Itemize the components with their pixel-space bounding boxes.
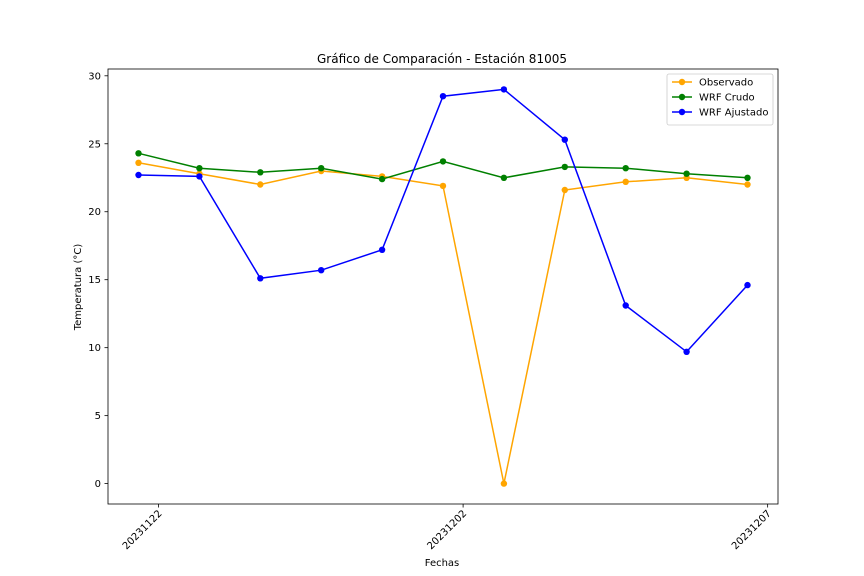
y-axis-label: Temperatura (°C) <box>73 244 84 332</box>
data-point-wrf-ajustado-9 <box>683 348 690 355</box>
series-line-wrf-ajustado <box>138 88 749 353</box>
data-point-wrf-ajustado-7 <box>561 136 568 143</box>
data-point-observado-10 <box>744 181 751 188</box>
data-point-wrf-crudo-4 <box>378 175 386 183</box>
data-point-wrf-ajustado-8 <box>622 302 629 309</box>
legend-marker-swatch <box>678 108 686 116</box>
y-tick-label: 5 <box>95 411 101 422</box>
data-point-wrf-crudo-9 <box>683 170 690 177</box>
series-line-observado <box>138 162 748 484</box>
data-point-observado-8 <box>622 178 629 185</box>
y-tick-label: 15 <box>88 275 101 286</box>
data-point-wrf-crudo-5 <box>439 158 447 165</box>
y-tick-label: 25 <box>88 139 101 150</box>
legend-marker-swatch <box>678 78 686 86</box>
y-axis-ticks: 0 5 10 15 20 25 30 <box>88 71 108 490</box>
legend: Observado WRF Crudo WRF Ajustado <box>666 73 774 126</box>
data-point-observado-2 <box>257 181 264 188</box>
data-point-wrf-ajustado-2 <box>257 275 264 282</box>
legend-item-observado: Observado <box>672 78 753 89</box>
data-point-observado-0 <box>135 159 142 166</box>
legend-item-wrf-ajustado: WRF Ajustado <box>672 108 768 119</box>
data-point-wrf-ajustado-0 <box>135 171 142 179</box>
x-tick-label: 20231207 <box>730 508 774 552</box>
y-tick-label: 30 <box>88 71 101 82</box>
data-point-wrf-crudo-3 <box>318 165 325 172</box>
legend-marker-swatch <box>678 93 686 101</box>
x-axis-ticks: 20231122 20231202 20231207 <box>121 504 774 552</box>
chart-title: Gráfico de Comparación - Estación 81005 <box>317 52 567 66</box>
data-point-observado-6 <box>500 480 508 487</box>
axes-frame <box>107 68 779 505</box>
y-tick-label: 10 <box>88 343 101 354</box>
legend-label: Observado <box>699 78 753 89</box>
data-point-wrf-ajustado-6 <box>500 86 508 93</box>
data-point-wrf-ajustado-5 <box>439 93 447 100</box>
data-point-wrf-ajustado-3 <box>318 267 325 274</box>
data-point-wrf-crudo-6 <box>500 174 508 181</box>
data-point-wrf-ajustado-1 <box>196 173 203 180</box>
y-tick-label: 20 <box>88 207 101 218</box>
series-markers <box>135 86 751 487</box>
x-axis-label: Fechas <box>425 558 460 569</box>
x-tick-label: 20231202 <box>425 508 469 552</box>
data-point-observado-5 <box>439 182 447 190</box>
legend-label: WRF Ajustado <box>699 108 768 119</box>
x-tick-label: 20231122 <box>121 508 165 552</box>
series-line-wrf-crudo <box>138 152 748 180</box>
legend-item-wrf-crudo: WRF Crudo <box>672 93 755 104</box>
data-point-wrf-crudo-1 <box>196 165 203 172</box>
data-point-observado-7 <box>561 186 568 194</box>
series-lines <box>138 88 749 484</box>
y-tick-label: 0 <box>95 479 101 490</box>
data-point-wrf-ajustado-4 <box>378 246 386 253</box>
data-point-wrf-crudo-10 <box>744 174 751 181</box>
data-point-wrf-ajustado-10 <box>744 281 751 289</box>
legend-box <box>666 73 774 126</box>
data-point-wrf-crudo-8 <box>622 165 629 172</box>
data-point-wrf-crudo-2 <box>257 169 264 176</box>
data-point-wrf-crudo-0 <box>135 150 142 157</box>
legend-label: WRF Crudo <box>699 93 755 104</box>
data-point-wrf-crudo-7 <box>561 163 568 171</box>
